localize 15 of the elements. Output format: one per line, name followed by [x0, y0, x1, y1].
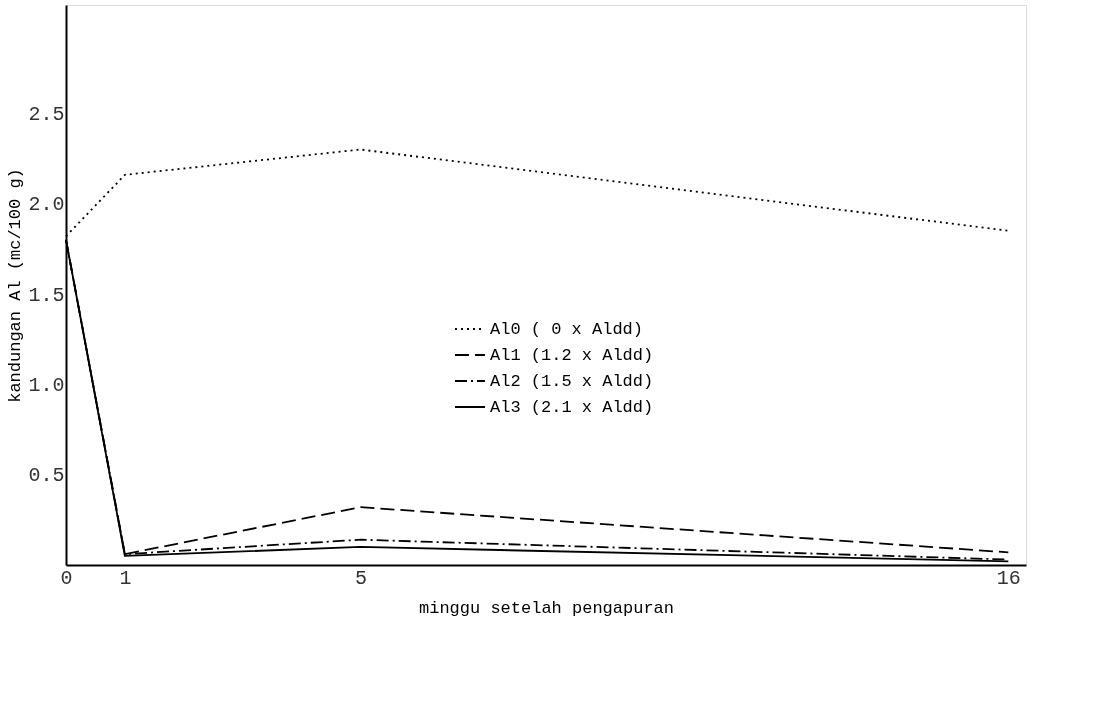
x-tick-label: 16	[996, 566, 1021, 590]
y-tick-label: 1.5	[28, 283, 65, 307]
x-tick-label: 1	[119, 566, 132, 590]
x-tick-label: 0	[60, 566, 73, 590]
y-axis-title: kandungan Al (mc/100 g)	[6, 168, 26, 403]
y-tick-label: 1.0	[28, 373, 65, 397]
legend-label: Al2 (1.5 x Aldd)	[490, 372, 654, 391]
y-tick-label: 0.5	[28, 464, 65, 488]
legend-label: Al0 ( 0 x Aldd)	[490, 320, 644, 339]
x-tick-label: 5	[354, 566, 367, 590]
y-tick-label: 2.0	[28, 193, 65, 217]
y-tick-label: 2.5	[28, 102, 65, 126]
legend-label: Al1 (1.2 x Aldd)	[490, 346, 654, 365]
x-axis-title: minggu setelah pengapuran	[418, 598, 675, 618]
legend-label: Al3 (2.1 x Aldd)	[490, 398, 654, 417]
